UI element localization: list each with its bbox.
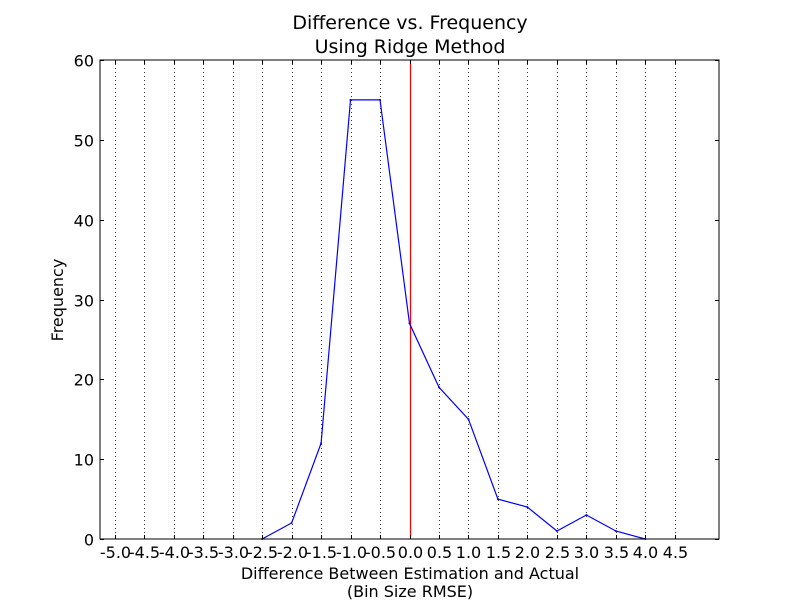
plot-frame <box>99 59 720 540</box>
x-tick-label: -4.5 <box>129 543 160 562</box>
data-point <box>320 442 323 445</box>
x-tick-label: 0.0 <box>398 543 423 562</box>
data-point <box>585 514 588 516</box>
y-tick-label: 0 <box>84 531 94 550</box>
data-point <box>526 506 529 509</box>
x-tick-label: 0.5 <box>427 543 452 562</box>
x-tick-label: -0.5 <box>365 543 396 562</box>
x-tick-label: 4.0 <box>633 543 658 562</box>
x-tick-label: -2.0 <box>277 543 308 562</box>
y-tick-label: 30 <box>74 292 94 311</box>
y-axis-label: Frequency <box>48 259 67 342</box>
data-point <box>467 418 470 421</box>
x-tick-label: -5.0 <box>100 543 131 562</box>
y-tick-label: 60 <box>74 52 94 71</box>
x-tick-label: 2.0 <box>515 543 540 562</box>
series-line <box>261 99 646 540</box>
data-point <box>379 98 381 101</box>
data-point <box>290 522 293 524</box>
y-tick-labels: 0 10 20 30 40 50 60 <box>74 52 94 550</box>
x-tick-label: 1.5 <box>486 543 511 562</box>
data-point <box>408 322 411 325</box>
data-point <box>438 386 440 389</box>
y-tick-label: 10 <box>74 451 94 470</box>
y-tick-label: 20 <box>74 371 94 390</box>
data-point <box>555 530 558 532</box>
x-tick-label: -1.0 <box>336 543 367 562</box>
x-tick-label: 4.5 <box>663 543 688 562</box>
x-axis-label-line2: (Bin Size RMSE) <box>347 582 473 600</box>
x-tick-label: 3.5 <box>604 543 629 562</box>
data-point <box>496 498 499 501</box>
x-tick-label: -2.5 <box>247 543 278 562</box>
chart-title: Difference vs. Frequency <box>292 12 527 34</box>
x-tick-label: 3.0 <box>574 543 599 562</box>
data-point <box>349 98 352 101</box>
chart-subtitle: Using Ridge Method <box>315 36 506 58</box>
x-axis-label: Difference Between Estimation and Actual <box>241 564 579 583</box>
grid-lines <box>115 60 676 539</box>
x-tick-label: -1.5 <box>306 543 337 562</box>
x-tick-label: 2.5 <box>545 543 570 562</box>
y-tick-label: 40 <box>74 212 94 231</box>
data-point <box>614 530 617 532</box>
series-layer <box>261 98 647 540</box>
tick-marks <box>100 60 719 540</box>
x-tick-label: -3.0 <box>218 543 249 562</box>
x-tick-label: 1.0 <box>456 543 481 562</box>
y-tick-label: 50 <box>74 132 94 151</box>
x-tick-label: -4.0 <box>159 543 190 562</box>
x-tick-label: -3.5 <box>188 543 219 562</box>
x-tick-labels: -5.0-4.5-4.0-3.5-3.0-2.5-2.0-1.5-1.0-0.5… <box>100 543 688 562</box>
